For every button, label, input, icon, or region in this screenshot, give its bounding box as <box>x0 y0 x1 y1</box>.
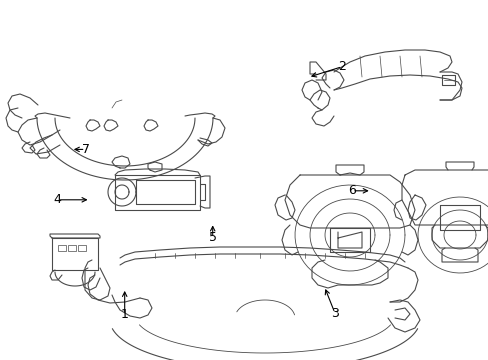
Bar <box>78 245 86 251</box>
Text: 1: 1 <box>121 309 128 321</box>
Text: 6: 6 <box>347 184 355 197</box>
Bar <box>58 245 66 251</box>
Text: 7: 7 <box>81 143 89 156</box>
Text: 4: 4 <box>54 193 61 206</box>
Text: 2: 2 <box>338 60 346 73</box>
Text: 3: 3 <box>330 307 338 320</box>
Bar <box>68 245 76 251</box>
Text: 5: 5 <box>208 231 216 244</box>
